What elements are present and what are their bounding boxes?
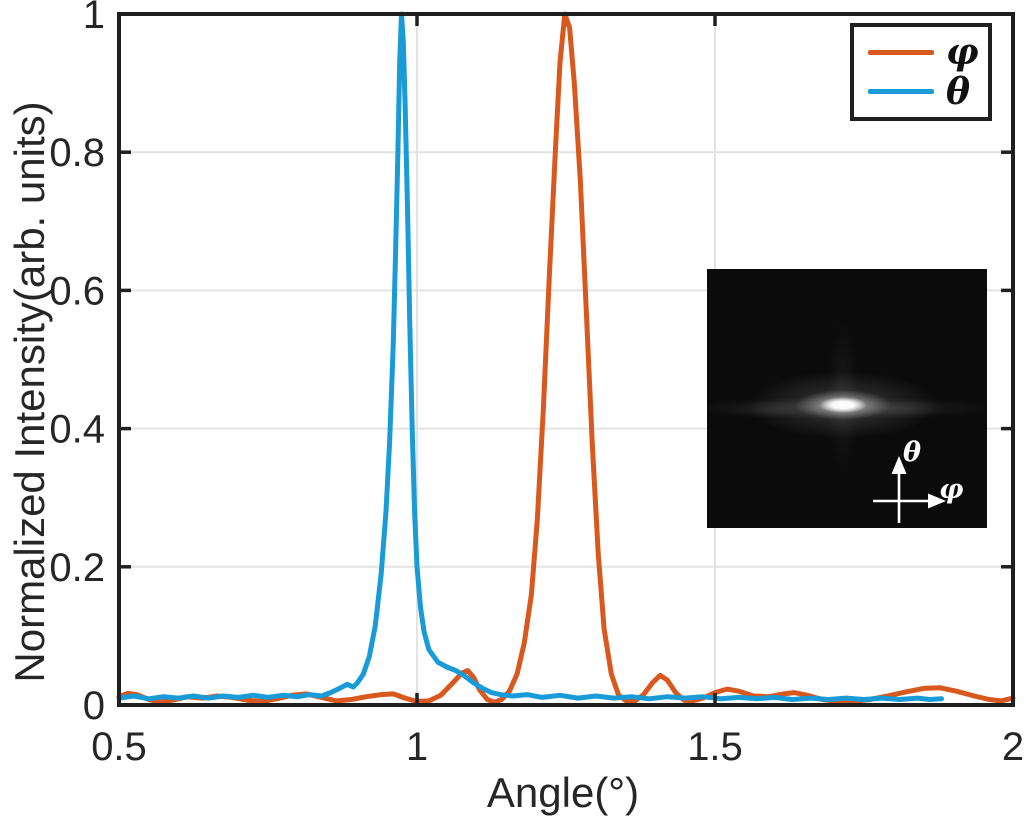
legend: φ θ	[850, 23, 992, 121]
y-tick-label: 0.4	[49, 408, 105, 452]
x-tick-label: 1	[406, 725, 428, 769]
inset-axes-arrows: θ φ	[873, 437, 964, 523]
x-tick-label: 2	[1002, 725, 1024, 769]
y-tick-label: 0.6	[49, 269, 105, 313]
legend-item-theta: θ	[854, 74, 988, 110]
y-tick-label: 0.2	[49, 546, 105, 590]
y-axis-label: Normalized Intensity(arb. units)	[6, 101, 53, 683]
x-tick-label: 0.5	[91, 725, 147, 769]
phi-arrowhead-icon	[928, 493, 946, 509]
y-tick-label: 1	[83, 0, 105, 37]
legend-item-phi: φ	[854, 34, 988, 70]
axis-box	[117, 12, 1015, 707]
theta-arrowhead-icon	[891, 456, 907, 474]
inset-phi-label: φ	[939, 474, 964, 505]
theta-line-sample	[868, 89, 934, 95]
inset-beam-image: θ φ	[707, 269, 987, 528]
x-tick-label: 1.5	[687, 725, 743, 769]
series-theta-line	[116, 11, 944, 702]
phi-line-sample	[868, 49, 934, 55]
legend-label-phi: φ	[946, 31, 979, 74]
y-tick-label: 0	[83, 684, 105, 728]
inset-theta-label: θ	[903, 437, 921, 468]
y-tick-label: 0.8	[49, 131, 105, 175]
x-axis-label: Angle(°)	[486, 769, 640, 816]
legend-label-theta: θ	[946, 70, 971, 113]
